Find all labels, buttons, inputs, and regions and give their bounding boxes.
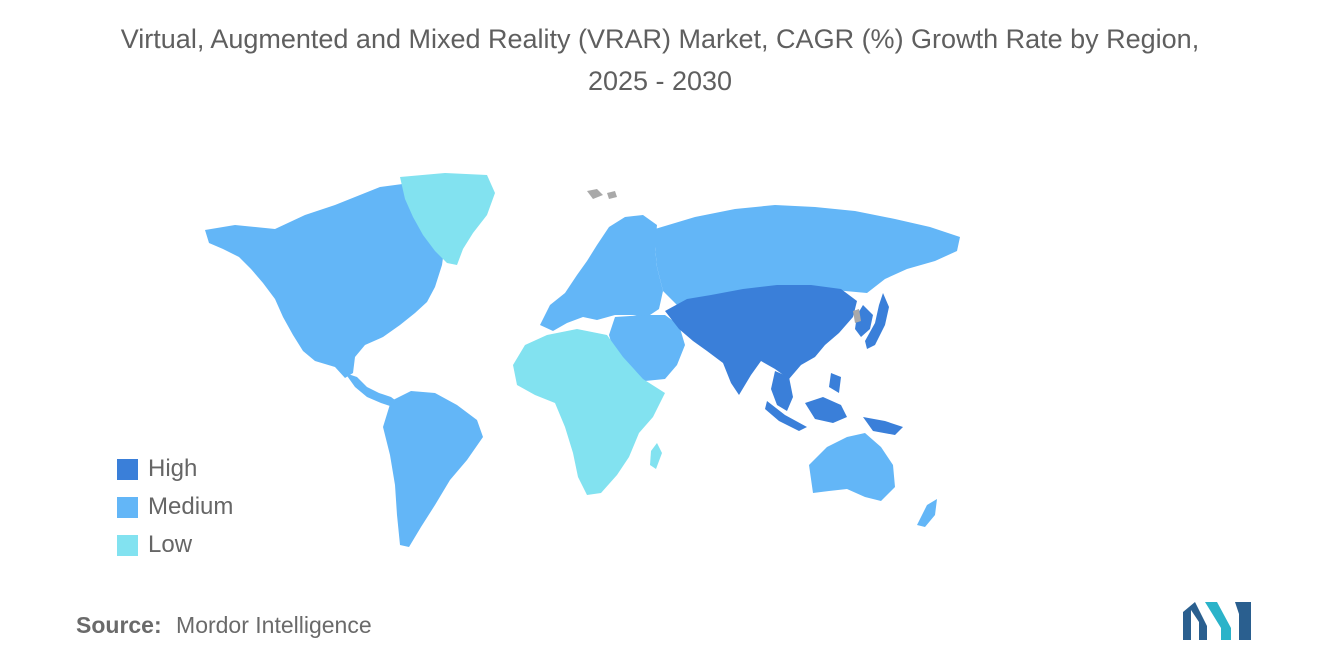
mordor-intelligence-logo <box>1183 602 1251 640</box>
region-central-america <box>345 373 399 407</box>
region-japan-korea <box>855 293 889 349</box>
region-china-south-asia <box>665 285 857 395</box>
legend-item-medium: Medium <box>117 488 233 526</box>
chart-title-line1: Virtual, Augmented and Mixed Reality (VR… <box>120 24 1200 54</box>
source-value: Mordor Intelligence <box>176 612 372 638</box>
region-europe <box>540 215 663 331</box>
region-madagascar <box>650 443 662 469</box>
world-map-svg <box>205 173 960 547</box>
legend-item-high: High <box>117 450 233 488</box>
source-key: Source: <box>76 612 162 638</box>
legend-swatch-high <box>117 458 138 480</box>
legend-item-low: Low <box>117 526 233 564</box>
legend-label-medium: Medium <box>148 493 234 520</box>
world-map <box>195 165 985 555</box>
region-no-data-svalbard <box>587 189 617 199</box>
region-north-america <box>205 183 445 378</box>
chart-title-line2: 2025 - 2030 <box>587 66 733 96</box>
region-russia-central-asia <box>655 205 960 305</box>
map-legend: High Medium Low <box>117 450 233 564</box>
legend-swatch-low <box>117 534 138 556</box>
legend-label-low: Low <box>148 531 193 558</box>
region-no-data-korea <box>853 309 861 323</box>
region-africa <box>513 329 665 495</box>
region-australia-nz <box>809 433 937 527</box>
region-greenland <box>400 173 495 265</box>
source-note: Source: Mordor Intelligence <box>76 612 372 639</box>
chart-title: Virtual, Augmented and Mixed Reality (VR… <box>0 18 1320 102</box>
region-southeast-asia <box>765 371 903 435</box>
legend-swatch-medium <box>117 496 138 518</box>
region-south-america <box>383 391 483 547</box>
legend-label-high: High <box>148 455 198 482</box>
